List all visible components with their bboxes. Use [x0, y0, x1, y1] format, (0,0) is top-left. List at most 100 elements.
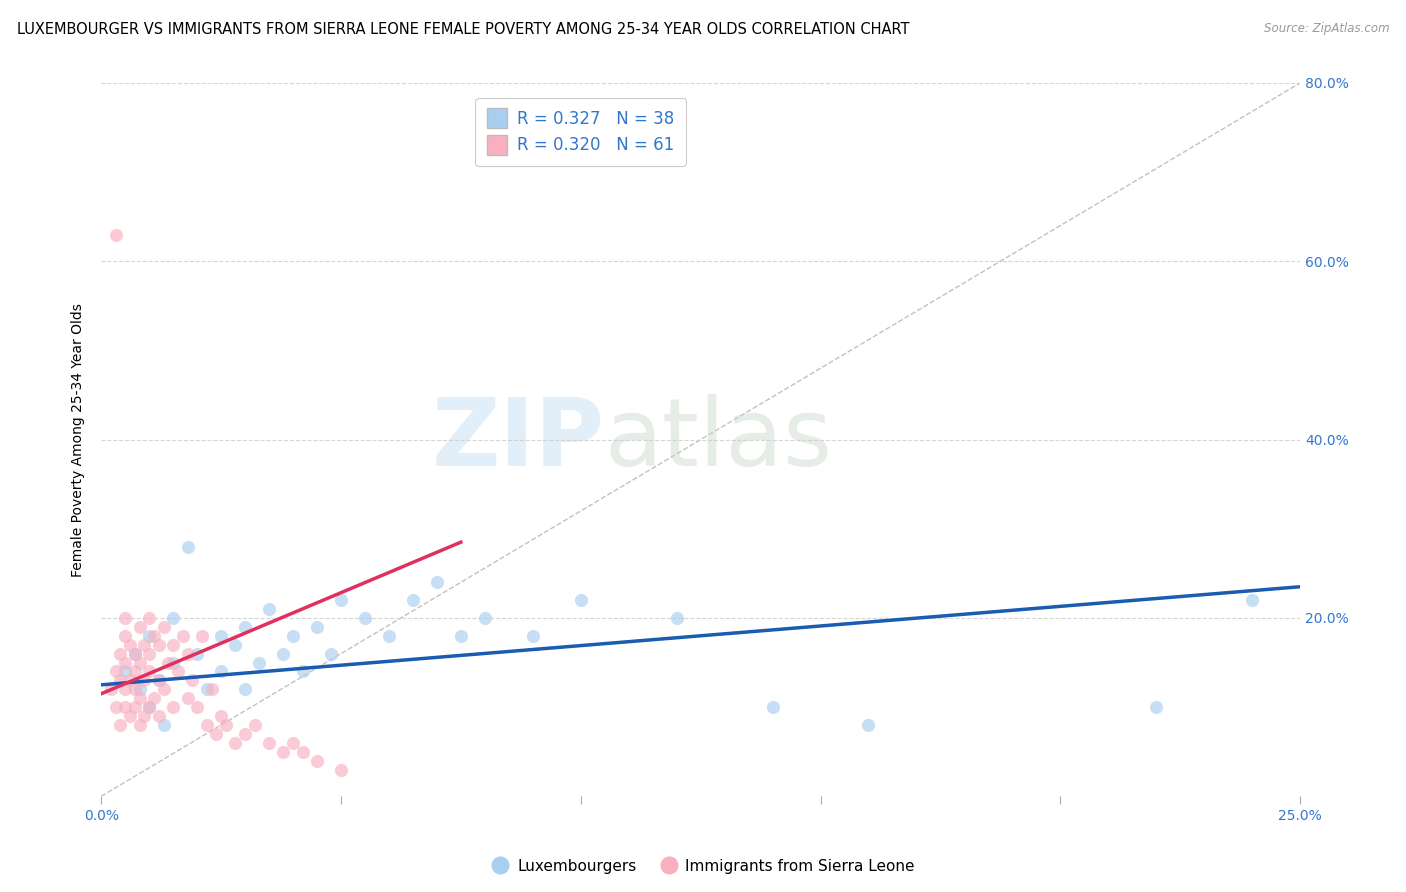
- Point: [249, 656, 271, 670]
- Point: [118, 673, 141, 688]
- Point: [522, 629, 544, 643]
- Text: ZIP: ZIP: [432, 393, 605, 485]
- Point: [148, 673, 170, 688]
- Point: [143, 691, 166, 706]
- Point: [152, 620, 174, 634]
- Point: [426, 575, 449, 590]
- Point: [124, 682, 146, 697]
- Point: [134, 673, 156, 688]
- Point: [143, 629, 166, 643]
- Text: Source: ZipAtlas.com: Source: ZipAtlas.com: [1264, 22, 1389, 36]
- Point: [104, 700, 127, 714]
- Point: [138, 611, 160, 625]
- Point: [138, 647, 160, 661]
- Point: [118, 709, 141, 723]
- Point: [665, 611, 688, 625]
- Point: [858, 718, 880, 732]
- Point: [243, 718, 266, 732]
- Point: [233, 727, 256, 741]
- Point: [124, 665, 146, 679]
- Point: [110, 673, 132, 688]
- Point: [152, 718, 174, 732]
- Point: [354, 611, 377, 625]
- Point: [138, 700, 160, 714]
- Text: atlas: atlas: [605, 393, 832, 485]
- Point: [114, 700, 136, 714]
- Point: [134, 638, 156, 652]
- Point: [191, 629, 214, 643]
- Point: [181, 673, 204, 688]
- Point: [148, 673, 170, 688]
- Point: [110, 647, 132, 661]
- Point: [162, 700, 184, 714]
- Point: [1241, 593, 1264, 607]
- Point: [209, 665, 232, 679]
- Point: [176, 691, 198, 706]
- Point: [291, 745, 314, 759]
- Point: [162, 638, 184, 652]
- Point: [100, 682, 122, 697]
- Point: [114, 629, 136, 643]
- Point: [124, 700, 146, 714]
- Point: [215, 718, 238, 732]
- Point: [118, 638, 141, 652]
- Point: [148, 638, 170, 652]
- Point: [273, 647, 295, 661]
- Point: [128, 691, 150, 706]
- Point: [209, 629, 232, 643]
- Point: [569, 593, 592, 607]
- Point: [330, 593, 353, 607]
- Point: [172, 629, 194, 643]
- Point: [761, 700, 783, 714]
- Legend: Luxembourgers, Immigrants from Sierra Leone: Luxembourgers, Immigrants from Sierra Le…: [485, 853, 921, 880]
- Text: LUXEMBOURGER VS IMMIGRANTS FROM SIERRA LEONE FEMALE POVERTY AMONG 25-34 YEAR OLD: LUXEMBOURGER VS IMMIGRANTS FROM SIERRA L…: [17, 22, 910, 37]
- Point: [114, 682, 136, 697]
- Point: [195, 682, 218, 697]
- Point: [176, 540, 198, 554]
- Point: [224, 736, 246, 750]
- Y-axis label: Female Poverty Among 25-34 Year Olds: Female Poverty Among 25-34 Year Olds: [72, 302, 86, 576]
- Point: [152, 682, 174, 697]
- Point: [257, 602, 280, 616]
- Point: [128, 656, 150, 670]
- Point: [273, 745, 295, 759]
- Legend: R = 0.327   N = 38, R = 0.320   N = 61: R = 0.327 N = 38, R = 0.320 N = 61: [475, 98, 686, 166]
- Point: [104, 227, 127, 242]
- Point: [281, 736, 304, 750]
- Point: [128, 682, 150, 697]
- Point: [257, 736, 280, 750]
- Point: [114, 656, 136, 670]
- Point: [200, 682, 222, 697]
- Point: [321, 647, 343, 661]
- Point: [233, 620, 256, 634]
- Point: [128, 718, 150, 732]
- Point: [378, 629, 401, 643]
- Point: [148, 709, 170, 723]
- Point: [195, 718, 218, 732]
- Point: [176, 647, 198, 661]
- Point: [124, 647, 146, 661]
- Point: [138, 665, 160, 679]
- Point: [281, 629, 304, 643]
- Point: [162, 656, 184, 670]
- Point: [209, 709, 232, 723]
- Point: [233, 682, 256, 697]
- Point: [134, 709, 156, 723]
- Point: [1144, 700, 1167, 714]
- Point: [291, 665, 314, 679]
- Point: [167, 665, 190, 679]
- Point: [186, 647, 208, 661]
- Point: [330, 763, 353, 777]
- Point: [104, 665, 127, 679]
- Point: [305, 754, 328, 768]
- Point: [162, 611, 184, 625]
- Point: [474, 611, 496, 625]
- Point: [138, 700, 160, 714]
- Point: [124, 647, 146, 661]
- Point: [224, 638, 246, 652]
- Point: [128, 620, 150, 634]
- Point: [138, 629, 160, 643]
- Point: [114, 665, 136, 679]
- Point: [450, 629, 472, 643]
- Point: [402, 593, 425, 607]
